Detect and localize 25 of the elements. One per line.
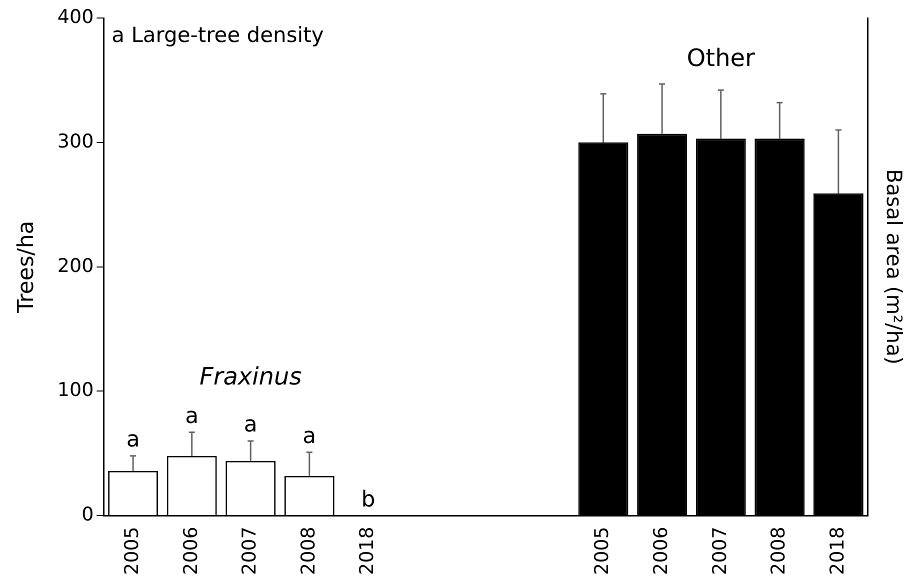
data-label: a — [244, 412, 258, 438]
x-tick-label: 2007 — [238, 526, 261, 576]
x-tick-label: 2018 — [826, 526, 848, 576]
data-label: a — [302, 424, 316, 449]
y-tick-label: 200 — [57, 254, 94, 277]
y2-axis-title: Basal area (m²/ha) — [882, 169, 906, 365]
y-tick-label: 0 — [82, 504, 94, 526]
x-tick-label: 2007 — [708, 526, 731, 576]
x-tick-label: 2008 — [768, 526, 790, 576]
data-label: a — [185, 404, 199, 430]
chart-title: a Large-tree density — [112, 22, 324, 47]
text: Other — [686, 44, 756, 72]
x-tick-label: 2018 — [356, 526, 378, 576]
x-tick-label: 2008 — [297, 526, 320, 576]
y-tick-label: 400 — [57, 6, 94, 28]
y-axis-title: Trees/ha — [14, 220, 39, 314]
x-tick-label: 2005 — [120, 526, 143, 576]
x-tick-label: 2005 — [591, 526, 614, 576]
data-label: a — [126, 428, 140, 453]
data-label: b — [361, 487, 376, 512]
x-tick-label: 2006 — [180, 526, 202, 576]
y-tick-label: 300 — [57, 130, 94, 152]
x-tick-label: 2006 — [650, 526, 672, 576]
text: Fraxinus — [200, 362, 302, 391]
y-tick-label: 100 — [57, 379, 94, 402]
